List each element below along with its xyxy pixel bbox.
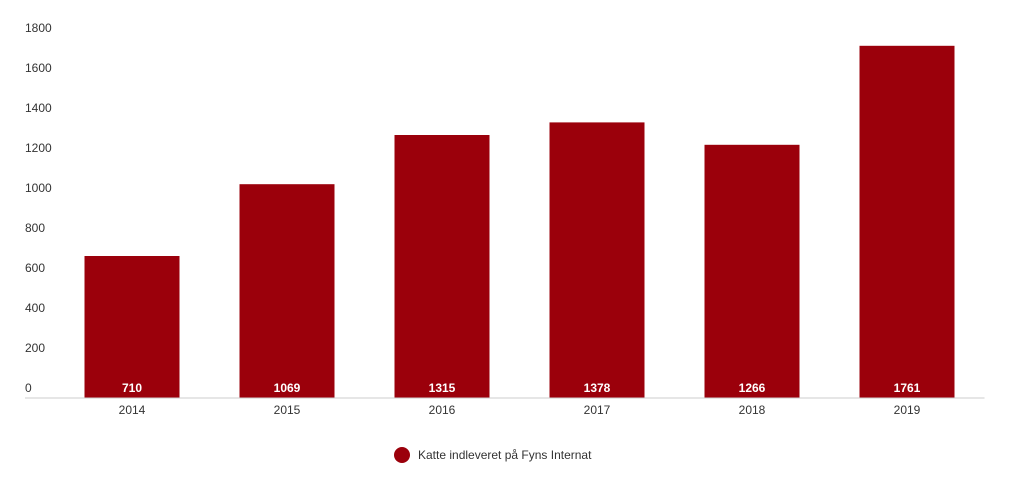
bar — [394, 135, 490, 398]
y-tick-label: 200 — [25, 341, 45, 355]
y-tick-label: 800 — [25, 221, 45, 235]
y-tick-label: 600 — [25, 261, 45, 275]
value-label: 1069 — [274, 381, 301, 395]
y-tick-label: 1800 — [25, 21, 52, 35]
y-tick-label: 1600 — [25, 61, 52, 75]
x-tick-label: 2014 — [119, 403, 146, 417]
value-label: 1378 — [584, 381, 611, 395]
value-label: 710 — [122, 381, 142, 395]
bar — [549, 122, 645, 399]
x-tick-label: 2017 — [584, 403, 611, 417]
y-tick-label: 1000 — [25, 181, 52, 195]
x-tick-label: 2016 — [429, 403, 456, 417]
bar — [704, 144, 800, 398]
x-tick-label: 2018 — [739, 403, 766, 417]
value-label: 1315 — [429, 381, 456, 395]
y-tick-label: 0 — [25, 381, 32, 395]
y-tick-label: 1200 — [25, 141, 52, 155]
x-tick-label: 2019 — [894, 403, 921, 417]
value-label: 1266 — [739, 381, 766, 395]
y-tick-label: 400 — [25, 301, 45, 315]
value-label: 1761 — [894, 381, 921, 395]
bar — [859, 45, 955, 399]
x-tick-label: 2015 — [274, 403, 301, 417]
y-tick-label: 1400 — [25, 101, 52, 115]
legend-label: Katte indleveret på Fyns Internat — [418, 448, 592, 462]
bar — [84, 256, 180, 398]
bar — [239, 184, 335, 398]
legend-marker — [394, 447, 410, 463]
